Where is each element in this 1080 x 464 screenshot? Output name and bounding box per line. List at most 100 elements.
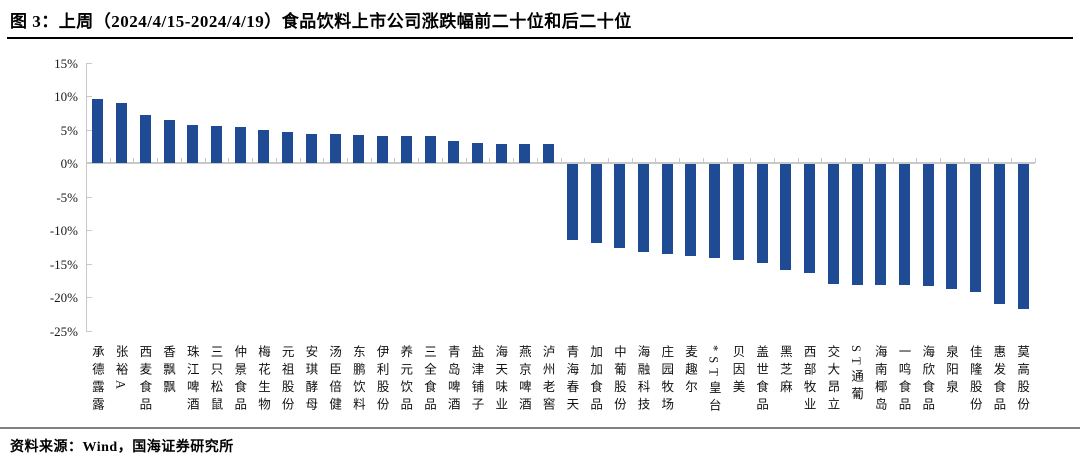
x-axis-label: 庄园牧场 bbox=[659, 344, 674, 415]
y-axis-tick bbox=[86, 263, 92, 265]
bar-三全食品 bbox=[424, 136, 436, 163]
x-axis-label: 中葡股份 bbox=[611, 344, 626, 415]
x-axis-label: ST通葡 bbox=[849, 344, 864, 405]
x-axis-label: 海欣食品 bbox=[920, 344, 935, 415]
x-axis-tick bbox=[868, 158, 870, 163]
y-axis-tick bbox=[86, 96, 92, 97]
y-axis-tick bbox=[86, 129, 92, 131]
bar-燕京啤酒 bbox=[519, 143, 531, 163]
x-axis-label: *ST皇台 bbox=[706, 344, 721, 416]
x-axis-tick bbox=[916, 158, 918, 163]
y-axis-tick bbox=[86, 297, 92, 298]
x-axis-label: 养元饮品 bbox=[398, 344, 413, 415]
y-axis-tick-label: -25% bbox=[49, 323, 78, 339]
bar-惠发食品 bbox=[993, 164, 1005, 305]
x-axis-tick bbox=[418, 158, 420, 163]
bar-香飘飘 bbox=[163, 120, 175, 163]
y-axis-tick-label: -15% bbox=[49, 256, 78, 272]
y-axis-tick-label: 0% bbox=[60, 156, 78, 171]
x-axis-label: 盐津铺子 bbox=[469, 344, 484, 415]
x-axis-label: 东鹏饮料 bbox=[350, 344, 365, 415]
bar-莫高股份 bbox=[1017, 164, 1029, 309]
x-axis-label: 海南椰岛 bbox=[872, 344, 887, 415]
x-axis-tick bbox=[963, 158, 965, 163]
x-axis-tick bbox=[252, 158, 254, 163]
x-axis-tick bbox=[821, 158, 823, 163]
bar-庄园牧场 bbox=[661, 164, 673, 255]
x-axis-tick bbox=[845, 158, 847, 163]
x-axis-tick bbox=[370, 158, 372, 163]
footer-divider bbox=[0, 427, 1080, 429]
bar-佳隆股份 bbox=[970, 164, 982, 292]
x-axis-label: 交大昂立 bbox=[825, 344, 840, 415]
bar-海融科技 bbox=[638, 164, 650, 252]
x-axis-label: 汤臣倍健 bbox=[327, 344, 342, 415]
bar-养元饮品 bbox=[400, 135, 412, 163]
bar-青岛啤酒 bbox=[448, 140, 460, 163]
x-axis-label: 青岛啤酒 bbox=[445, 344, 460, 415]
x-axis-label: 加加食品 bbox=[588, 344, 603, 415]
bar-盐津铺子 bbox=[471, 142, 483, 163]
x-axis-label: 泸州老窖 bbox=[540, 344, 555, 415]
x-axis-label: 西麦食品 bbox=[137, 344, 152, 415]
source-note: 资料来源：Wind，国海证券研究所 bbox=[10, 440, 234, 455]
bar-一鸣食品 bbox=[899, 164, 910, 286]
x-axis-label: 元祖股份 bbox=[279, 344, 294, 415]
bar-贝因美 bbox=[732, 164, 744, 260]
bar-海南椰岛 bbox=[875, 164, 887, 285]
title-divider bbox=[7, 37, 1073, 39]
x-axis-tick bbox=[109, 158, 111, 163]
x-axis-label: 张裕A bbox=[113, 344, 128, 394]
x-axis-tick bbox=[489, 158, 491, 163]
bar-海天味业 bbox=[495, 143, 507, 163]
x-axis-tick bbox=[536, 158, 538, 163]
y-axis-tick-label: -20% bbox=[49, 290, 78, 305]
x-axis-label: 泉阳泉 bbox=[943, 344, 958, 398]
figure-title: 图 3：上周（2024/4/15-2024/4/19）食品饮料上市公司涨跌幅前二… bbox=[10, 12, 632, 31]
bar-三只松鼠 bbox=[210, 126, 222, 163]
x-axis-tick bbox=[228, 158, 230, 163]
x-axis-label: 三只松鼠 bbox=[208, 344, 223, 415]
x-axis-label: 麦趣尔 bbox=[682, 344, 697, 398]
x-axis-label: 仲景食品 bbox=[232, 344, 247, 415]
x-axis-tick bbox=[1035, 158, 1036, 163]
x-axis-tick bbox=[394, 158, 396, 163]
x-axis-label: 燕京啤酒 bbox=[516, 344, 531, 415]
bar-梅花生物 bbox=[258, 129, 270, 163]
x-axis-tick bbox=[892, 158, 894, 163]
x-axis-tick bbox=[679, 158, 681, 163]
x-axis-tick bbox=[323, 158, 325, 163]
bar-承德露露 bbox=[92, 99, 104, 163]
x-axis-label: 莫高股份 bbox=[1015, 344, 1030, 415]
x-axis-label: 佳隆股份 bbox=[967, 344, 982, 415]
bar-chart: 15% 10% 5% 0% -5% -10% -15% -20% -25% 承德露露 张裕A 西麦食品… bbox=[0, 40, 1080, 428]
bar-ST通葡 bbox=[851, 164, 863, 285]
x-axis-tick bbox=[513, 158, 515, 163]
x-axis-label: 西部牧业 bbox=[801, 344, 816, 415]
x-axis-tick bbox=[560, 158, 562, 163]
x-axis-tick bbox=[204, 158, 206, 163]
bar-元祖股份 bbox=[282, 132, 294, 163]
x-axis-label: 一鸣食品 bbox=[896, 344, 911, 415]
bar-安琪酵母 bbox=[305, 133, 317, 163]
x-axis-label: 黑芝麻 bbox=[777, 344, 792, 398]
y-axis-tick-label: -5% bbox=[56, 189, 78, 205]
bar-中葡股份 bbox=[614, 164, 626, 249]
x-axis-tick bbox=[180, 158, 182, 163]
bar-加加食品 bbox=[590, 164, 602, 244]
x-axis-tick bbox=[133, 158, 135, 163]
bar-青海春天 bbox=[566, 164, 578, 240]
bar-盖世食品 bbox=[756, 164, 768, 264]
x-axis-tick bbox=[631, 158, 633, 163]
x-axis-tick bbox=[607, 158, 609, 163]
x-axis-label: 贝因美 bbox=[730, 344, 745, 398]
bar-汤臣倍健 bbox=[329, 134, 341, 163]
x-axis-label: 海融科技 bbox=[635, 344, 650, 415]
bar-东鹏饮料 bbox=[353, 134, 365, 163]
y-axis-tick bbox=[86, 196, 92, 198]
x-axis-tick bbox=[774, 158, 776, 163]
x-axis-tick bbox=[1011, 158, 1013, 163]
x-axis-label: 珠江啤酒 bbox=[184, 344, 199, 415]
x-axis-label: 安琪酵母 bbox=[303, 344, 318, 415]
